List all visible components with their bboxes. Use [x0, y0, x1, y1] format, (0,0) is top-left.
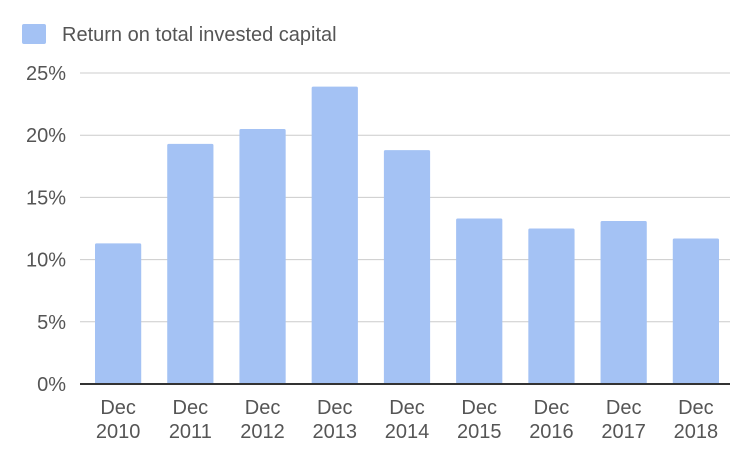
x-axis-tick-labels: Dec 2010 Dec 2011 Dec 2012 Dec 2013 Dec 2014 Dec 20…: [96, 397, 718, 443]
x-tick-label: Dec 2015: [457, 397, 502, 443]
legend-label: Return on total invested capital: [62, 24, 337, 46]
x-tick-label: Dec 2014: [385, 397, 430, 443]
y-tick-label: 15%: [26, 187, 66, 209]
y-tick-label: 10%: [26, 250, 66, 272]
bar: [311, 86, 358, 385]
bar: [239, 128, 286, 384]
y-tick-label: 25%: [26, 63, 66, 85]
y-axis-tick-labels: 0% 5% 10% 15% 20% 25%: [26, 63, 66, 396]
x-tick-label: Dec 2012: [240, 397, 285, 443]
y-tick-label: 20%: [26, 125, 66, 147]
y-tick-label: 0%: [37, 374, 66, 396]
bar: [95, 243, 142, 384]
x-tick-label: Dec 2011: [169, 397, 212, 443]
x-tick-label: Dec 2013: [313, 397, 358, 443]
bar: [383, 150, 431, 384]
bar: [600, 221, 647, 384]
bar: [167, 143, 214, 384]
bars: [95, 86, 719, 385]
y-tick-label: 5%: [37, 312, 66, 334]
x-tick-label: Dec 2016: [529, 397, 574, 443]
legend: Return on total invested capital: [22, 24, 337, 46]
bar: [672, 238, 719, 384]
bar: [456, 218, 503, 384]
legend-swatch: [22, 24, 46, 44]
x-tick-label: Dec 2010: [96, 397, 141, 443]
x-tick-label: Dec 2017: [601, 397, 646, 443]
bar: [528, 228, 575, 384]
x-tick-label: Dec 2018: [674, 397, 719, 443]
